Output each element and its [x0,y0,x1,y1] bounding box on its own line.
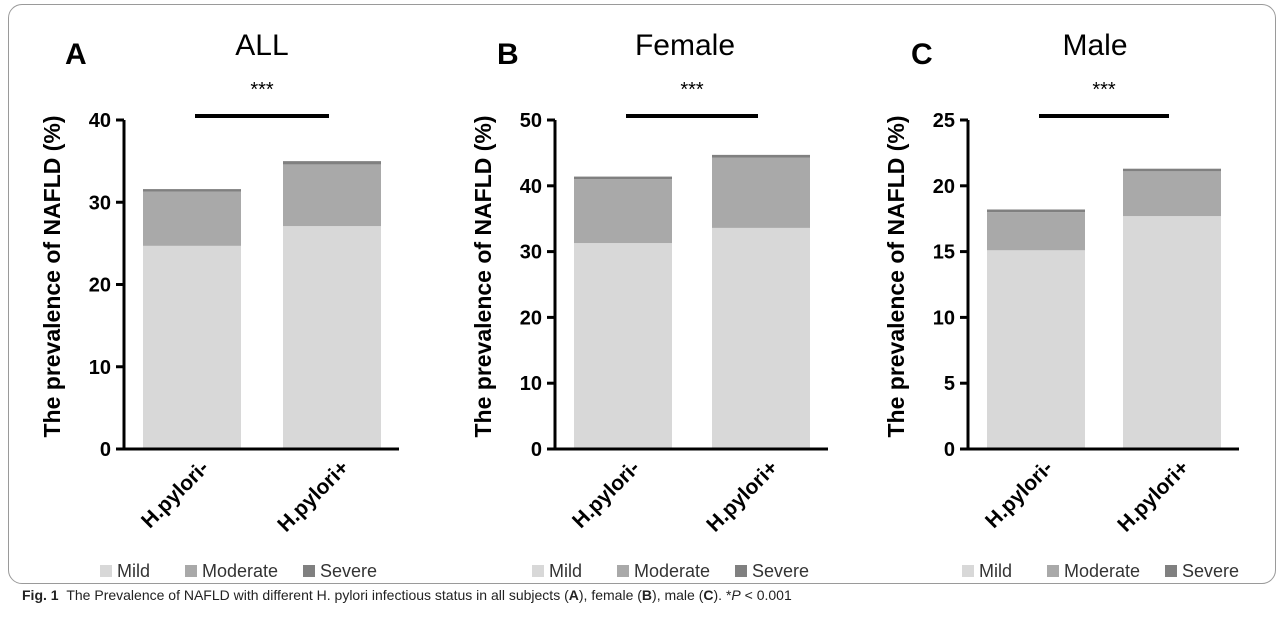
legend-label-moderate: Moderate [1064,561,1140,581]
bar-mild-pos [283,226,381,449]
bar-mild-neg [574,243,672,449]
legend-swatch-mild [100,565,112,577]
figure-caption: Fig. 1 The Prevalence of NAFLD with diff… [22,587,792,603]
bar-mild-pos [712,227,810,449]
y-tick-label: 10 [520,373,542,395]
y-tick-label: 20 [520,307,542,329]
caption-text-e: < 0.001 [740,587,792,603]
y-tick-label: 0 [531,439,542,461]
legend-swatch-mild [532,565,544,577]
panel-title: ALL [235,29,288,62]
legend-label-mild: Mild [117,561,150,581]
bar-moderate-pos [712,157,810,228]
bar-moderate-neg [574,179,672,244]
bar-moderate-neg [143,191,241,246]
bar-severe-neg [987,209,1085,213]
y-tick-label: 40 [520,176,542,198]
y-tick-label: 10 [89,357,111,379]
category-label: H.pylori+ [273,456,353,536]
significance-label: *** [250,79,274,101]
bar-severe-pos [1123,168,1221,172]
caption-ref-a: A [568,587,579,603]
panel-title: Female [635,29,735,62]
caption-text-b: ), female ( [578,587,642,603]
legend-label-severe: Severe [1182,561,1239,581]
y-tick-label: 15 [933,242,955,264]
bar-severe-neg [143,189,241,192]
category-label: H.pylori- [981,456,1057,532]
caption-text-a: The Prevalence of NAFLD with different H… [66,587,569,603]
y-tick-label: 30 [89,192,111,214]
caption-text-d: ). * [713,587,732,603]
figure-frame [8,4,1276,584]
legend-swatch-severe [303,565,315,577]
category-label: H.pylori- [568,456,644,532]
legend-label-mild: Mild [549,561,582,581]
bar-mild-pos [1123,216,1221,449]
caption-ref-c: C [703,587,714,603]
category-label: H.pylori+ [702,456,782,536]
bar-moderate-pos [1123,171,1221,217]
legend-swatch-mild [962,565,974,577]
bar-moderate-neg [987,212,1085,251]
legend-label-severe: Severe [752,561,809,581]
caption-text-c: ), male ( [652,587,704,603]
legend-swatch-severe [735,565,747,577]
legend-label-severe: Severe [320,561,377,581]
panel-a: A ALL The prevalence of NAFLD (%) H.pylori-… [39,29,399,581]
legend-swatch-moderate [185,565,197,577]
y-axis-label: The prevalence of NAFLD (%) [39,115,65,437]
y-tick-label: 25 [933,110,955,132]
legend-swatch-moderate [1047,565,1059,577]
y-tick-label: 20 [933,176,955,198]
bar-moderate-pos [283,164,381,227]
y-tick-label: 10 [933,307,955,329]
legend-label-moderate: Moderate [634,561,710,581]
legend: Mild Moderate Severe [962,561,1239,581]
legend-swatch-moderate [617,565,629,577]
panel-letter: A [65,38,87,71]
y-tick-label: 20 [89,275,111,297]
significance-label: *** [1092,79,1116,101]
y-tick-label: 0 [100,439,111,461]
bar-severe-neg [574,176,672,180]
significance-label: *** [680,79,704,101]
y-tick-label: 0 [944,439,955,461]
y-axis-label: The prevalence of NAFLD (%) [470,115,496,437]
panel-b: B Female The prevalence of NAFLD (%) H.pylo… [470,29,828,581]
legend-swatch-severe [1165,565,1177,577]
category-label: H.pylori+ [1113,456,1193,536]
panel-title: Male [1062,29,1127,62]
legend-label-mild: Mild [979,561,1012,581]
panel-letter: B [497,38,519,71]
legend-label-moderate: Moderate [202,561,278,581]
category-label: H.pylori- [137,456,213,532]
bar-mild-neg [987,250,1085,449]
y-tick-label: 50 [520,110,542,132]
bar-mild-neg [143,245,241,449]
bar-severe-pos [712,154,810,158]
y-tick-label: 30 [520,242,542,264]
panel-letter: C [911,38,933,71]
bar-severe-pos [283,161,381,165]
caption-ref-b: B [641,587,653,603]
panel-c: C Male The prevalence of NAFLD (%) H.pylori… [883,29,1239,581]
legend: Mild Moderate Severe [532,561,809,581]
legend: Mild Moderate Severe [100,561,377,581]
y-tick-label: 40 [89,110,111,132]
caption-p: P [731,587,741,603]
y-tick-label: 5 [944,373,955,395]
caption-label: Fig. 1 [22,587,59,603]
y-axis-label: The prevalence of NAFLD (%) [883,115,909,437]
